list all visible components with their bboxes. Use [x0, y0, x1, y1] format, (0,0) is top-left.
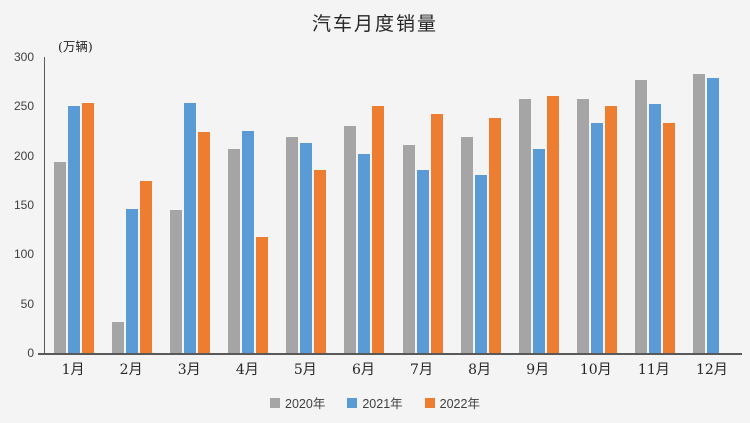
y-tick-label: 150	[13, 198, 34, 212]
x-axis-label-5月: 5月	[293, 362, 317, 378]
bar-2022年-7月	[430, 114, 443, 353]
bar-2021年-5月	[300, 142, 313, 353]
bar-2021年-4月	[242, 131, 255, 353]
bar-2022年-9月	[546, 95, 559, 353]
legend-swatch-icon	[270, 397, 281, 408]
legend-swatch-icon	[424, 397, 435, 408]
bar-2020年-4月	[228, 148, 241, 353]
y-tick-label: 50	[20, 296, 34, 311]
x-axis-label-2月: 2月	[119, 362, 143, 378]
bar-2022年-4月	[256, 236, 269, 353]
legend-item-2020年: 2020年	[270, 393, 325, 412]
bar-2020年-7月	[402, 144, 415, 353]
chart-title: 汽车月度销量	[311, 13, 438, 35]
bar-group-10月	[568, 57, 626, 353]
bar-2022年-2月	[140, 181, 153, 353]
x-axis-label-11月: 11月	[637, 362, 670, 378]
bar-2021年-9月	[532, 148, 545, 353]
x-axis-label-3月: 3月	[177, 362, 201, 378]
bar-group-7月	[393, 57, 451, 353]
x-axis-label-9月: 9月	[526, 362, 550, 378]
bar-group-3月	[161, 57, 219, 353]
x-axis-label-12月: 12月	[695, 362, 728, 378]
bar-2021年-7月	[416, 169, 429, 353]
bar-2020年-2月	[112, 322, 125, 353]
legend-label: 2020年	[285, 397, 326, 411]
x-axis-line	[38, 353, 742, 355]
y-tick-label: 300	[13, 50, 34, 64]
bar-2021年-1月	[68, 106, 81, 353]
y-tick-label: 0	[27, 346, 34, 360]
y-axis-unit-label: (万辆)	[58, 39, 93, 54]
bar-2020年-8月	[460, 136, 473, 353]
x-axis-label-7月: 7月	[410, 362, 433, 378]
bar-group-11月	[626, 57, 684, 353]
legend-swatch-icon	[347, 397, 358, 408]
y-tick-label: 250	[13, 99, 34, 114]
bar-groups	[45, 57, 742, 353]
x-axis-label-8月: 8月	[468, 362, 492, 378]
legend-item-2022年: 2022年	[424, 393, 480, 412]
legend-label: 2022年	[439, 397, 480, 411]
bar-2021年-3月	[184, 103, 197, 353]
bar-2022年-10月	[604, 106, 617, 353]
bar-2021年-11月	[648, 104, 661, 353]
bar-group-8月	[452, 57, 510, 353]
bar-group-12月	[684, 57, 742, 353]
bar-2022年-1月	[82, 103, 95, 353]
x-axis-labels: 1月 2月 3月 4月 5月 6月 7月 8月 9月 10月 11月 12月	[44, 359, 741, 379]
bar-2021年-2月	[126, 208, 139, 353]
bar-group-1月	[45, 57, 103, 353]
legend-item-2021年: 2021年	[347, 393, 403, 412]
x-axis-label-1月: 1月	[61, 362, 85, 378]
bar-2020年-3月	[170, 209, 183, 353]
bar-2020年-10月	[576, 99, 589, 353]
bar-2022年-5月	[314, 169, 327, 353]
bar-2020年-11月	[634, 79, 647, 353]
bar-2021年-8月	[474, 175, 487, 353]
x-axis-label-10月: 10月	[579, 362, 612, 378]
x-axis-label-4月: 4月	[235, 362, 259, 378]
legend: 2020年 2021年 2022年	[0, 393, 750, 412]
bar-2021年-6月	[358, 153, 371, 353]
bar-group-5月	[277, 57, 335, 353]
bar-group-6月	[335, 57, 393, 353]
bar-group-9月	[510, 57, 568, 353]
bar-2021年-10月	[590, 123, 603, 353]
bar-2020年-12月	[692, 73, 705, 353]
bar-2020年-9月	[518, 99, 531, 353]
bar-group-4月	[219, 57, 277, 353]
bar-2022年-8月	[488, 118, 501, 353]
bar-2020年-5月	[286, 136, 299, 353]
bar-2021年-12月	[706, 77, 719, 353]
y-tick-label: 100	[13, 247, 34, 262]
bar-group-2月	[103, 57, 161, 353]
bar-2020年-1月	[54, 161, 67, 353]
bar-2020年-6月	[344, 126, 357, 353]
bar-2022年-6月	[372, 106, 385, 353]
legend-label: 2021年	[362, 397, 403, 411]
plot-area	[44, 57, 742, 353]
x-axis-label-6月: 6月	[351, 362, 375, 378]
y-tick-label: 200	[13, 148, 34, 163]
bar-2022年-11月	[662, 123, 675, 353]
bar-2022年-3月	[198, 132, 211, 353]
